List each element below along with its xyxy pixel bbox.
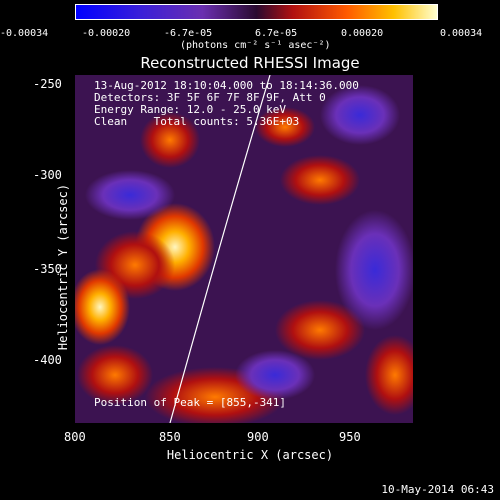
x-tick: 900 [247,430,269,444]
x-tick: 850 [159,430,181,444]
plot-title: Reconstructed RHESSI Image [140,54,360,72]
annotation-detectors: Detectors: 3F 5F 6F 7F 8F 9F, Att 0 [94,91,326,104]
colorbar-tick: 0.00020 [341,28,384,39]
annotation-clean: Clean Total counts: 5.36E+03 [94,115,300,128]
colorbar-tick: -0.00020 [82,28,131,39]
x-axis-label: Heliocentric X (arcsec) [166,448,334,462]
colorbar-unit: (photons cm⁻² s⁻¹ asec⁻²) [180,40,331,51]
colorbar-tick: -6.7e-05 [164,28,213,39]
annotation-energy: Energy Range: 12.0 - 25.0 keV [94,103,287,116]
timestamp: 10-May-2014 06:43 [381,483,494,496]
colorbar-tick: 6.7e-05 [255,28,298,39]
y-axis-label: Heliocentric Y (arcsec) [56,183,71,351]
annotation-peak: Position of Peak = [855,-341] [94,396,287,409]
colorbar-tick: -0.00034 [0,28,49,39]
x-tick: 800 [64,430,86,444]
y-tick: -400 [33,353,62,367]
y-tick: -300 [33,168,62,182]
x-tick: 950 [339,430,361,444]
y-tick: -350 [33,262,62,276]
rhessi-image [75,75,413,423]
colorbar [75,4,438,20]
y-tick: -250 [33,77,62,91]
annotation-time: 13-Aug-2012 18:10:04.000 to 18:14:36.000 [94,79,359,92]
colorbar-tick: 0.00034 [440,28,483,39]
